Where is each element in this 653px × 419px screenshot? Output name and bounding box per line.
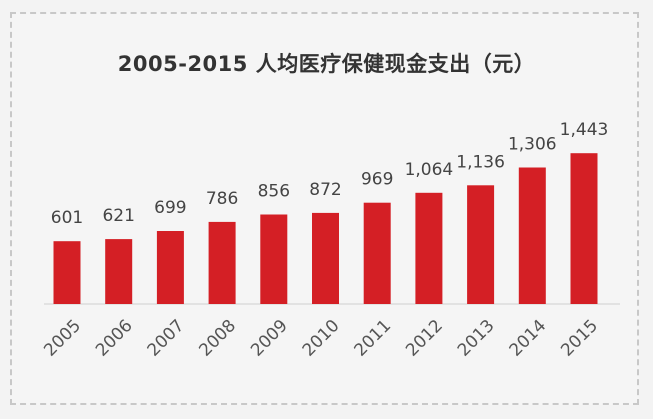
bar-2006: [105, 239, 133, 304]
x-tick-2007: 2007: [144, 316, 189, 361]
x-tick-2013: 2013: [454, 316, 499, 361]
bar-2010: [312, 212, 339, 304]
bar-2011: [363, 202, 391, 304]
x-tick-2015: 2015: [557, 316, 602, 361]
x-tick-2010: 2010: [299, 316, 344, 361]
value-label-2011: 969: [361, 170, 393, 190]
value-label-2014: 1,306: [508, 135, 557, 155]
x-tick-2005: 2005: [40, 316, 85, 361]
x-tick-2012: 2012: [402, 316, 447, 361]
bar-2009: [260, 214, 288, 304]
bar-2015: [570, 153, 598, 304]
bar-2014: [518, 167, 546, 304]
value-label-2006: 621: [102, 206, 134, 226]
value-label-2009: 856: [258, 182, 290, 202]
bar-2008: [208, 221, 236, 304]
x-tick-2006: 2006: [92, 316, 137, 361]
bar-2013: [467, 185, 495, 304]
x-tick-2009: 2009: [247, 316, 292, 361]
x-tick-2008: 2008: [195, 316, 240, 361]
bar-2012: [415, 192, 443, 304]
bar-2007: [156, 231, 184, 304]
chart-title: 2005-2015 人均医疗保健现金支出（元）: [117, 52, 536, 76]
x-tick-2011: 2011: [350, 316, 395, 361]
value-label-2008: 786: [206, 189, 238, 209]
value-label-2012: 1,064: [405, 160, 454, 180]
x-tick-2014: 2014: [506, 316, 551, 361]
value-label-2010: 872: [309, 180, 341, 200]
bar-2005: [53, 241, 81, 304]
value-label-2015: 1,443: [560, 120, 609, 140]
value-label-2005: 601: [51, 208, 83, 228]
value-label-2013: 1,136: [456, 152, 505, 172]
value-label-2007: 699: [154, 198, 186, 218]
